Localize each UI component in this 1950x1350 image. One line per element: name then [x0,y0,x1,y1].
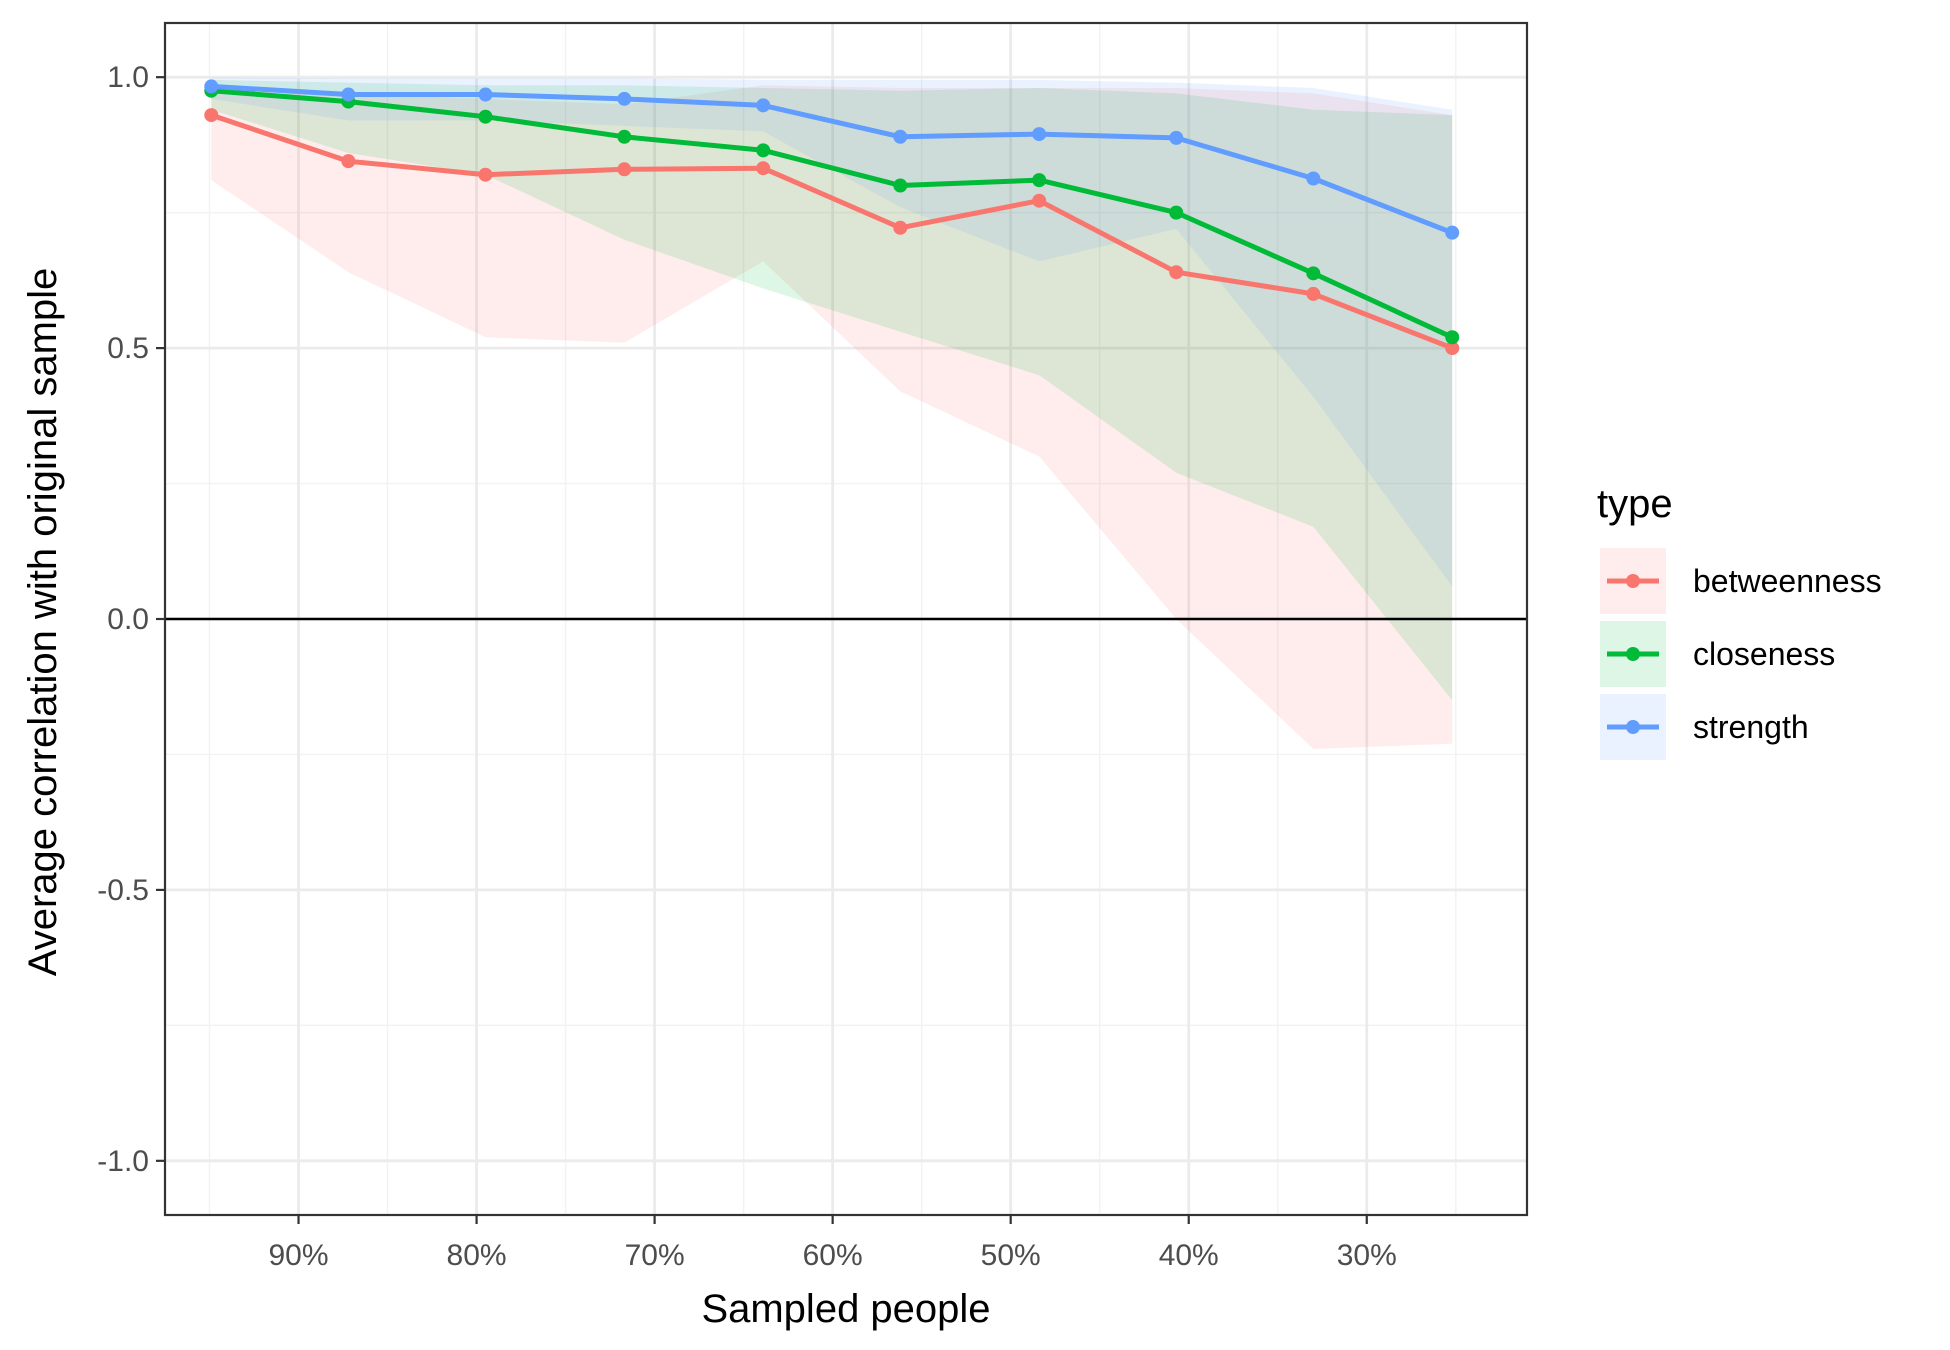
x-tick-label: 60% [803,1239,863,1272]
legend-title: type [1597,482,1673,526]
point-betweenness [1445,341,1460,356]
point-strength [756,98,771,113]
legend-label-strength: strength [1693,709,1809,745]
point-betweenness [756,161,771,176]
y-tick-label: 0.5 [107,332,149,365]
line-betweenness [210,112,1454,351]
point-closeness [617,129,632,144]
point-strength [1032,127,1047,142]
point-betweenness [1169,265,1184,280]
point-strength [204,79,219,94]
point-closeness [1306,266,1321,281]
legend-key-point-closeness [1626,647,1640,661]
x-tick-label: 90% [269,1239,329,1272]
legend-key-point-strength [1626,720,1640,734]
y-tick-label: 0.0 [107,603,149,636]
point-strength [617,91,632,106]
point-betweenness [1306,286,1321,301]
point-strength [341,87,356,102]
legend-label-betweenness: betweenness [1693,563,1882,599]
ribbon-betweenness [211,85,1453,750]
y-tick-label: -0.5 [97,874,149,907]
legend-label-closeness: closeness [1693,636,1835,672]
point-strength [1169,130,1184,145]
point-betweenness [617,162,632,177]
point-closeness [1445,330,1460,345]
axis-ticks: 90% 80% 70% 60% 50% 40% 30% -1.0 -0.5 0.0 0.5 1.0 [97,61,1396,1272]
point-closeness [1169,205,1184,220]
point-betweenness [204,108,219,123]
point-betweenness [341,154,356,169]
line-closeness [211,88,1454,340]
point-betweenness [893,220,908,235]
point-strength [478,87,493,102]
plot-panel [163,21,1529,1217]
x-tick-label: 70% [625,1239,685,1272]
point-betweenness [1032,193,1047,208]
point-betweenness [478,167,493,182]
y-axis-title: Average correlation with original sample [21,268,65,977]
x-tick-label: 80% [447,1239,507,1272]
point-closeness [893,178,908,193]
point-closeness [478,109,493,124]
legend: type betweenness closeness strength [1597,482,1882,760]
point-strength [893,129,908,144]
x-tick-label: 50% [981,1239,1041,1272]
x-axis-title: Sampled people [701,1287,990,1331]
line-strength [211,83,1454,236]
y-tick-label: -1.0 [97,1145,149,1178]
x-tick-label: 30% [1337,1239,1397,1272]
x-tick-label: 40% [1159,1239,1219,1272]
y-tick-label: 1.0 [107,61,149,94]
point-closeness [756,143,771,158]
ribbon-closeness [211,79,1453,701]
point-strength [1306,171,1321,186]
point-closeness [1032,173,1047,188]
legend-key-point-betweenness [1626,574,1640,588]
point-strength [1445,225,1460,240]
